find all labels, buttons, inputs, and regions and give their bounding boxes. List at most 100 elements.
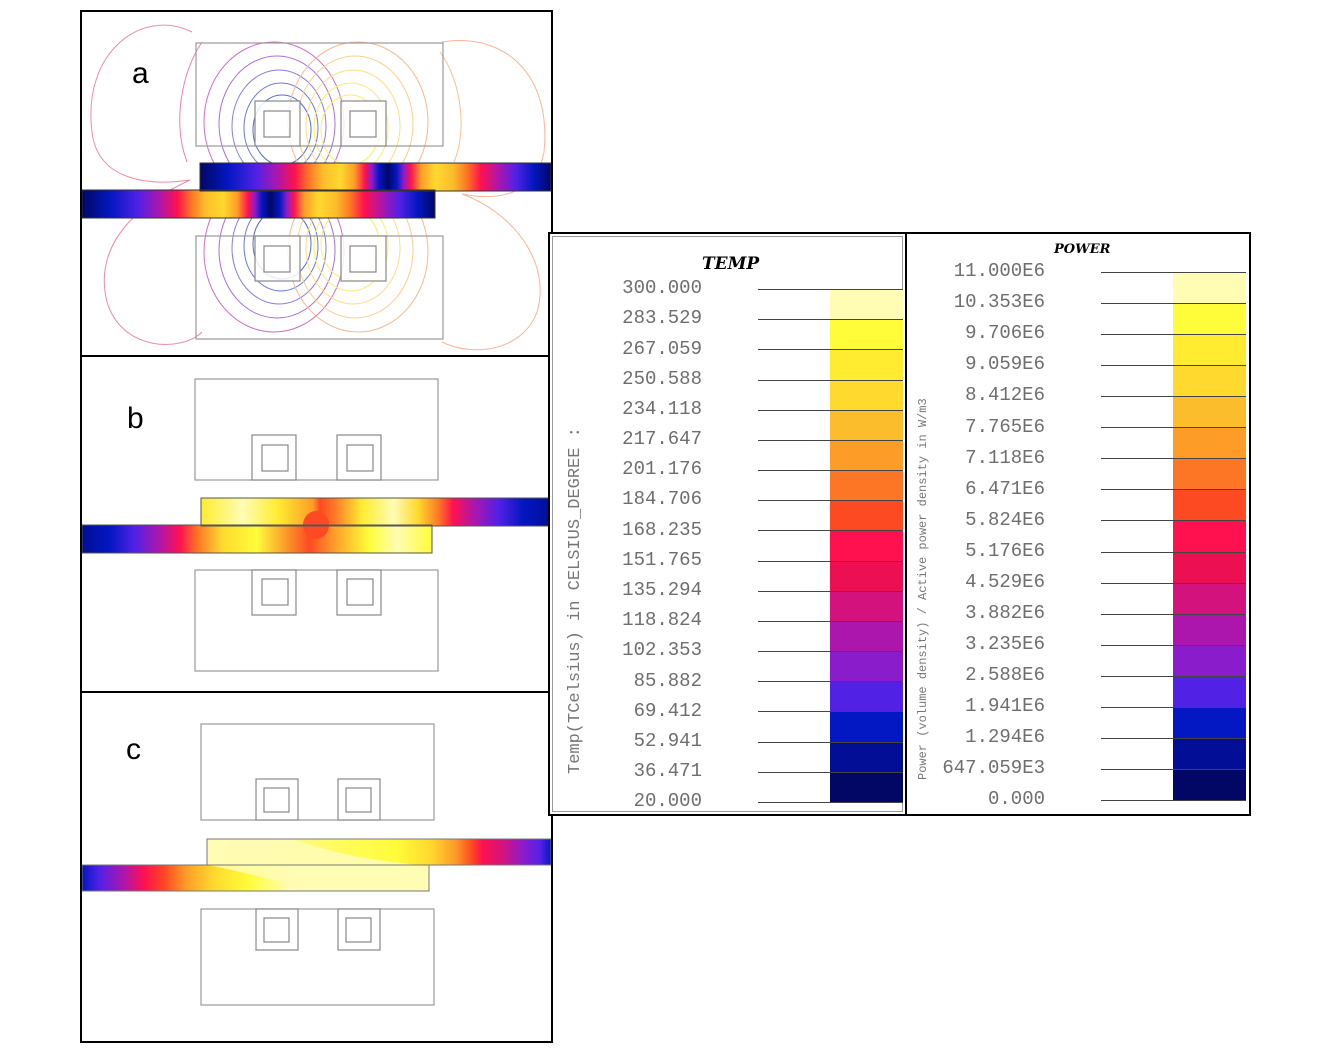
power-tick-line — [1101, 768, 1246, 770]
power-tick-label: 6.471E6 — [965, 477, 1045, 500]
temp-tick-line — [758, 500, 903, 502]
power-tick-line — [1101, 800, 1246, 801]
power-tick-label: 1.294E6 — [965, 726, 1045, 749]
temp-tick-label: 102.353 — [622, 639, 702, 662]
temp-tick-label: 250.588 — [622, 367, 702, 390]
temp-tick-line — [758, 319, 903, 321]
power-color-swatch — [1173, 334, 1246, 366]
power-tick-line — [1101, 737, 1246, 739]
temp-color-swatch — [830, 771, 903, 802]
power-tick-line — [1101, 272, 1246, 273]
power-tick-line — [1101, 706, 1246, 708]
panel-b: b — [82, 357, 551, 691]
power-color-swatch — [1173, 768, 1246, 800]
temp-tick-label: 267.059 — [622, 337, 702, 360]
power-color-swatch — [1173, 551, 1246, 583]
power-tick-label: 0.000 — [987, 788, 1045, 811]
panel-a-plot — [82, 24, 551, 351]
temp-color-swatch — [830, 530, 903, 561]
power-color-swatch — [1173, 427, 1246, 459]
power-tick-label: 3.882E6 — [965, 601, 1045, 624]
temp-tick-label: 201.176 — [622, 458, 702, 481]
temp-tick-line — [758, 470, 903, 472]
power-tick-line — [1101, 613, 1246, 615]
temp-color-swatch — [830, 651, 903, 682]
temp-tick-label: 20.000 — [633, 790, 702, 813]
power-color-swatch — [1173, 613, 1246, 645]
power-tick-line — [1101, 644, 1246, 646]
power-tick-line — [1101, 520, 1246, 522]
power-color-swatch — [1173, 582, 1246, 614]
temp-tick-label: 184.706 — [622, 488, 702, 511]
power-tick-label: 7.765E6 — [965, 415, 1045, 438]
temp-tick-line — [758, 711, 903, 713]
power-tick-label: 4.529E6 — [965, 570, 1045, 593]
power-tick-label: 9.706E6 — [965, 322, 1045, 345]
power-tick-line — [1101, 396, 1246, 398]
panel-b-label: b — [127, 402, 144, 435]
panel-a-label: a — [132, 57, 149, 90]
power-tick-label: 647.059E3 — [942, 757, 1045, 780]
temp-tick-line — [758, 620, 903, 622]
power-color-swatch — [1173, 737, 1246, 769]
power-tick-label: 3.235E6 — [965, 632, 1045, 655]
power-tick-label: 11.000E6 — [953, 260, 1045, 283]
temp-color-swatch — [830, 500, 903, 531]
panel-c-label: c — [126, 733, 141, 766]
power-color-swatch — [1173, 272, 1246, 304]
power-tick-line — [1101, 303, 1246, 305]
temp-tick-label: 234.118 — [622, 397, 702, 420]
power-tick-label: 10.353E6 — [953, 291, 1045, 314]
temp-color-swatch — [830, 349, 903, 380]
temp-color-swatch — [830, 741, 903, 772]
temp-tick-label: 36.471 — [633, 760, 702, 783]
temp-tick-line — [758, 530, 903, 532]
temp-tick-line — [758, 409, 903, 411]
temp-color-swatch — [830, 620, 903, 652]
temp-tick-line — [758, 741, 903, 743]
temp-tick-label: 85.882 — [633, 669, 702, 692]
temp-legend-title: TEMP — [702, 254, 760, 274]
power-color-swatch — [1173, 303, 1246, 335]
temp-tick-label: 135.294 — [622, 578, 702, 601]
power-tick-line — [1101, 458, 1246, 460]
temp-tick-line — [758, 651, 903, 653]
power-legend: POWER Power (volume density) / Active po… — [905, 232, 1251, 816]
temp-tick-label: 118.824 — [622, 609, 702, 632]
power-color-swatch — [1173, 675, 1246, 707]
temp-tick-line — [758, 289, 903, 290]
power-color-swatch — [1173, 706, 1246, 738]
temp-tick-label: 52.941 — [633, 729, 702, 752]
power-tick-label: 8.412E6 — [965, 384, 1045, 407]
temp-tick-label: 151.765 — [622, 548, 702, 571]
temp-tick-label: 168.235 — [622, 518, 702, 541]
power-tick-label: 9.059E6 — [965, 353, 1045, 376]
temp-color-swatch — [830, 439, 903, 471]
temp-tick-line — [758, 590, 903, 592]
temp-color-swatch — [830, 379, 903, 410]
temp-tick-line — [758, 802, 903, 803]
power-color-swatch — [1173, 458, 1246, 490]
power-tick-label: 7.118E6 — [965, 446, 1045, 469]
power-color-swatch — [1173, 489, 1246, 521]
power-tick-line — [1101, 675, 1246, 677]
power-tick-line — [1101, 334, 1246, 336]
temp-color-swatch — [830, 681, 903, 712]
temp-tick-label: 300.000 — [622, 277, 702, 300]
panel-c: c — [82, 693, 551, 1041]
temp-color-swatch — [830, 590, 903, 621]
panel-divider — [82, 355, 551, 357]
temp-color-swatch — [830, 319, 903, 350]
panel-b-plot — [82, 378, 551, 672]
power-color-swatch — [1173, 520, 1246, 552]
temp-color-swatch — [830, 409, 903, 440]
temp-color-swatch — [830, 560, 903, 591]
power-tick-line — [1101, 365, 1246, 367]
power-tick-line — [1101, 489, 1246, 491]
power-tick-label: 5.176E6 — [965, 539, 1045, 562]
power-tick-label: 2.588E6 — [965, 663, 1045, 686]
temp-tick-line — [758, 560, 903, 562]
temp-tick-line — [758, 439, 903, 441]
panel-c-plot — [82, 723, 551, 1006]
temp-tick-label: 283.529 — [622, 307, 702, 330]
